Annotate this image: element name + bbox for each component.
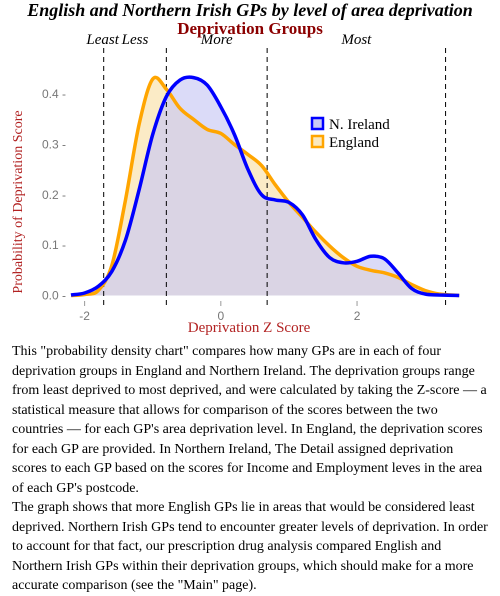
group-label: Less xyxy=(121,32,149,48)
group-label: Least xyxy=(85,32,119,48)
y-tick-label: 0.0 - xyxy=(42,288,66,302)
y-tick-label: 0.1 - xyxy=(42,238,66,252)
y-tick-label: 0.3 - xyxy=(42,138,66,152)
series-line-n-ireland xyxy=(70,75,460,298)
page-title: English and Northern Irish GPs by level … xyxy=(27,0,473,20)
legend-label: England xyxy=(329,135,379,151)
y-tick-label: 0.2 - xyxy=(42,188,66,202)
legend-label: N. Ireland xyxy=(329,117,390,133)
x-tick-label: -2 xyxy=(79,309,90,323)
chart-title: Deprivation Groups xyxy=(177,20,323,38)
density-chart: Deprivation Groups Probability of Depriv… xyxy=(11,20,460,336)
legend-swatch xyxy=(310,116,325,131)
series-line-england xyxy=(70,75,460,298)
group-label: More xyxy=(200,32,233,48)
series-area-n-ireland xyxy=(71,77,460,296)
y-tick-label: 0.4 - xyxy=(42,87,66,101)
group-label: Most xyxy=(340,32,372,48)
x-axis-label: Deprivation Z Score xyxy=(188,320,311,336)
plot-area: Least Less More Most 0.0 - 0.1 - 0.2 - 0.3 - 0.4… xyxy=(42,32,460,323)
x-tick-label: 0 xyxy=(217,309,224,323)
description-paragraph-2: The graph shows that more English GPs li… xyxy=(12,500,488,593)
description-paragraph-1: This "probability density chart" compare… xyxy=(12,344,487,496)
x-tick-label: 2 xyxy=(354,309,361,323)
y-axis-label: Probability of Deprivation Score xyxy=(11,110,26,293)
legend-swatch xyxy=(310,134,325,149)
